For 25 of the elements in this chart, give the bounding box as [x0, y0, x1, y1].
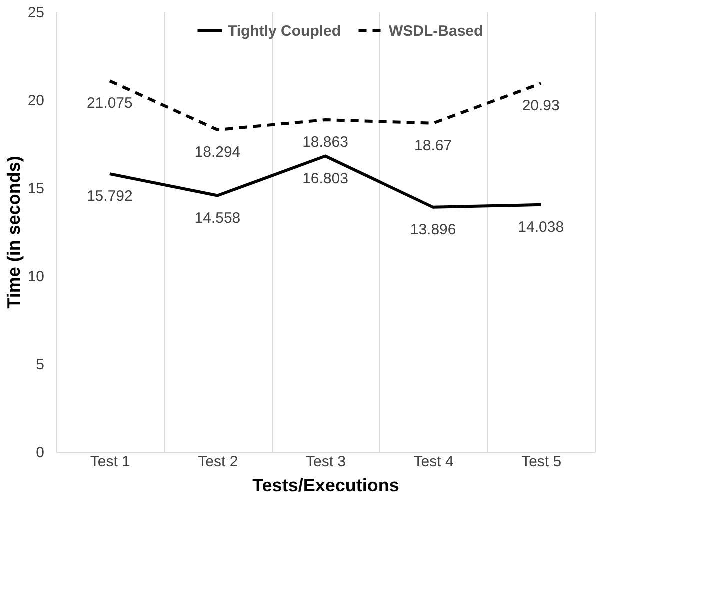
y-axis-title: Time (in seconds) [4, 156, 24, 309]
data-label: 18.863 [302, 134, 348, 152]
data-label: 14.038 [518, 218, 564, 236]
y-tick-label: 20 [28, 92, 44, 110]
legend-label: Tightly Coupled [228, 23, 342, 40]
data-label: 18.67 [414, 137, 452, 154]
data-label: 20.93 [522, 98, 560, 115]
x-tick-label: Test 4 [414, 454, 454, 470]
data-label: 14.558 [194, 210, 241, 227]
y-tick-label: 15 [28, 180, 44, 198]
legend-label: WSDL-Based [389, 23, 484, 40]
x-axis-title: Tests/Executions [252, 476, 400, 496]
y-tick-label: 0 [36, 444, 44, 462]
y-tick-label: 25 [28, 4, 44, 22]
x-tick-label: Test 1 [90, 454, 130, 470]
data-label: 15.792 [86, 188, 133, 206]
x-tick-label: Test 2 [198, 454, 238, 470]
y-tick-label: 10 [28, 268, 44, 286]
data-label: 16.803 [302, 170, 348, 188]
data-label: 18.294 [194, 144, 241, 162]
x-tick-label: Test 5 [522, 454, 562, 470]
x-tick-label: Test 3 [306, 454, 346, 470]
y-tick-label: 5 [36, 356, 44, 374]
data-label: 13.896 [410, 221, 456, 238]
data-label: 21.075 [86, 95, 133, 112]
